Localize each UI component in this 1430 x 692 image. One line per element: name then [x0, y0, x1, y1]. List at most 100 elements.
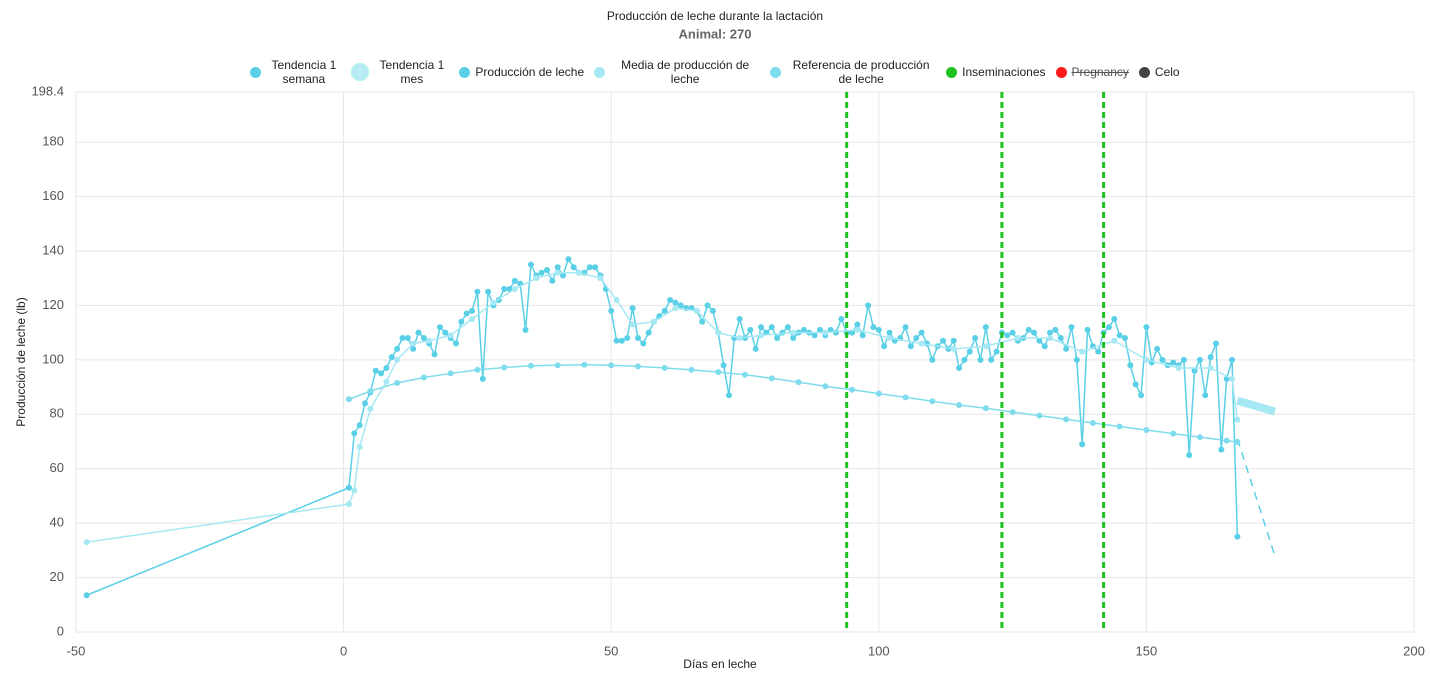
- data-point: [388, 354, 395, 361]
- data-point: [688, 366, 695, 373]
- data-point: [452, 340, 459, 347]
- data-point: [420, 335, 427, 342]
- data-point: [1084, 326, 1091, 333]
- data-point: [415, 329, 422, 336]
- data-point: [742, 371, 748, 378]
- legend: Tendencia 1 semana Tendencia 1 mes Producc…: [0, 58, 1430, 86]
- data-point: [854, 321, 861, 328]
- data-point: [790, 335, 797, 342]
- data-point: [902, 324, 909, 331]
- data-point: [1116, 423, 1123, 430]
- data-point: [1041, 343, 1048, 350]
- series: [1236, 438, 1276, 557]
- data-point: [1143, 324, 1150, 331]
- data-point: [372, 367, 379, 374]
- legend-item[interactable]: Tendencia 1 semana: [250, 58, 341, 86]
- y-tick-label: 40: [50, 515, 64, 530]
- legend-marker: [250, 66, 262, 78]
- data-point: [1036, 337, 1043, 344]
- data-point: [356, 443, 363, 450]
- x-tick-label: 0: [340, 643, 347, 658]
- legend-item[interactable]: Producción de leche: [459, 65, 584, 79]
- data-point: [522, 326, 529, 333]
- data-point: [1111, 337, 1118, 344]
- data-point: [982, 343, 989, 350]
- data-point: [929, 398, 936, 405]
- data-point: [1196, 434, 1203, 441]
- data-point: [501, 286, 508, 293]
- data-point: [1079, 348, 1086, 355]
- data-point: [822, 329, 829, 336]
- y-tick-label: 0: [57, 623, 64, 638]
- data-point: [608, 307, 615, 314]
- data-point: [704, 302, 711, 309]
- data-point: [527, 362, 534, 369]
- data-point: [859, 332, 866, 339]
- data-point: [629, 321, 636, 328]
- data-point: [1234, 439, 1241, 446]
- data-point: [768, 375, 775, 382]
- data-point: [699, 318, 706, 325]
- x-tick-label: 200: [1403, 643, 1425, 658]
- data-point: [950, 345, 957, 352]
- legend-label: Producción de leche: [475, 65, 585, 79]
- data-point: [961, 356, 968, 363]
- data-point: [1121, 335, 1128, 342]
- data-point: [511, 286, 518, 293]
- legend-item[interactable]: Media de producción de leche: [594, 58, 760, 86]
- legend-item[interactable]: Tendencia 1 mes: [351, 58, 449, 86]
- data-point: [918, 340, 925, 347]
- series: [345, 361, 1241, 446]
- data-point: [447, 332, 454, 339]
- y-tick-label: 160: [42, 188, 64, 203]
- x-tick-label: 50: [604, 643, 618, 658]
- y-tick-label: 80: [50, 406, 64, 421]
- data-point: [351, 487, 358, 494]
- data-point: [560, 272, 567, 279]
- data-point: [613, 296, 620, 303]
- data-point: [715, 369, 722, 376]
- legend-marker: [946, 66, 958, 78]
- series-line: [1236, 438, 1276, 557]
- data-point: [1212, 340, 1219, 347]
- data-point: [672, 305, 679, 312]
- data-point: [870, 324, 877, 331]
- data-point: [1052, 326, 1059, 333]
- data-point: [345, 501, 352, 508]
- data-point: [725, 392, 732, 399]
- data-point: [420, 374, 427, 381]
- data-point: [570, 264, 577, 271]
- data-point: [447, 370, 454, 377]
- data-point: [634, 335, 641, 342]
- data-point: [693, 307, 700, 314]
- data-point: [565, 256, 572, 263]
- data-point: [1089, 419, 1096, 426]
- data-point: [469, 315, 476, 322]
- legend-item[interactable]: Referencia de producción de leche: [770, 58, 936, 86]
- data-point: [581, 361, 588, 368]
- series: [1236, 396, 1276, 416]
- legend-item[interactable]: Inseminaciones: [946, 65, 1046, 79]
- data-point: [715, 329, 722, 336]
- data-point: [83, 539, 90, 546]
- data-point: [1127, 362, 1134, 369]
- data-point: [1229, 375, 1236, 382]
- data-point: [672, 299, 679, 306]
- data-point: [1116, 332, 1123, 339]
- data-point: [913, 335, 920, 342]
- data-point: [576, 269, 583, 276]
- x-tick-label: 100: [868, 643, 890, 658]
- y-tick-label: 140: [42, 242, 64, 257]
- data-point: [1159, 356, 1166, 363]
- data-point: [586, 264, 593, 271]
- legend-item[interactable]: Celo: [1138, 65, 1180, 79]
- data-point: [543, 267, 550, 274]
- data-point: [768, 324, 775, 331]
- data-point: [624, 335, 631, 342]
- data-point: [849, 386, 856, 393]
- legend-item[interactable]: Pregnancy: [1055, 65, 1129, 79]
- data-point: [752, 345, 759, 352]
- data-point: [1057, 335, 1064, 342]
- y-tick-label: 60: [50, 460, 64, 475]
- data-point: [613, 337, 620, 344]
